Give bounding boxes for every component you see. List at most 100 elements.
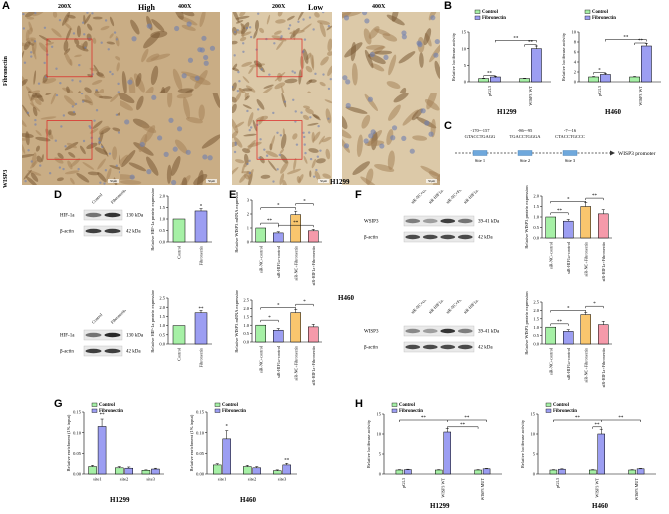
stained-fiber (308, 148, 319, 153)
y-tick-label: 1.0 (533, 325, 539, 330)
stained-fiber (356, 134, 363, 157)
stained-fiber (199, 12, 206, 28)
stained-fiber (27, 41, 35, 46)
nucleus (312, 175, 316, 178)
bar-2 (580, 314, 591, 345)
stained-fiber (266, 14, 271, 25)
legend-label: Fibronectin (553, 409, 577, 414)
bar-1 (273, 329, 284, 343)
sig-marker: * (303, 200, 306, 205)
chart-b-h1299: 0 5 10 15 Relative luciferase activity pGL3 WI… (451, 9, 551, 106)
blot-f-h460: siR-NC+controlsiR-HIF1a+controlsiR-NC+Fi… (364, 300, 500, 353)
y-tick-label: 0 (464, 80, 467, 85)
stained-fiber (297, 12, 306, 21)
y-tick-label: 2.0 (533, 308, 539, 313)
chart-e-h1299: 0 1 2 3 Relative WISP3 mRNA expression siR-NC… (234, 192, 322, 285)
sig-marker: * (598, 69, 601, 74)
stained-fiber (259, 27, 265, 34)
nucleus (168, 117, 174, 123)
nucleus (71, 79, 74, 82)
stained-fiber (305, 65, 313, 73)
bar-control-0 (88, 466, 97, 475)
site-sequence: TGACCTGGGA (510, 134, 542, 139)
band-label: HIF-1a (60, 214, 75, 219)
stained-fiber (196, 170, 204, 185)
stained-fiber (34, 98, 42, 105)
blot-strip (83, 225, 123, 237)
stained-fiber (312, 113, 320, 119)
y-tick-label: 1.0 (533, 215, 539, 220)
band-label: WSIP3 (364, 220, 379, 225)
nucleus (308, 16, 312, 19)
legend-label: Control (553, 403, 570, 408)
bar-3 (598, 213, 609, 239)
nucleus (234, 141, 237, 145)
stained-fiber (22, 50, 25, 61)
stained-fiber (150, 65, 159, 85)
nucleus (201, 35, 207, 41)
blot-band (440, 328, 456, 334)
nucleus (257, 108, 260, 111)
stained-fiber (387, 150, 395, 170)
scale-bar-label: 50μm (428, 179, 436, 183)
stained-fiber (282, 179, 288, 185)
bar-control-0 (213, 464, 222, 475)
y-tick-label: 1.0 (243, 323, 249, 328)
nucleus (98, 141, 101, 144)
blot-band (457, 328, 473, 334)
nucleus (199, 47, 205, 53)
y-tick-label: 0.0 (243, 340, 249, 345)
nucleus (79, 80, 82, 83)
zoom-box (256, 38, 303, 78)
stained-fiber (87, 23, 93, 31)
bar-fibronectin-0 (600, 74, 611, 83)
stained-fiber (52, 12, 58, 18)
stained-fiber (374, 50, 393, 55)
scale-bar-bg (108, 179, 119, 183)
stained-fiber (289, 29, 305, 35)
y-tick-label: 1.5 (159, 205, 165, 210)
nucleus (248, 159, 251, 163)
stained-fiber (368, 26, 380, 39)
sig-marker: ** (199, 307, 205, 312)
blot-band (422, 344, 438, 350)
sig-marker: * (277, 204, 280, 209)
x-tick-label: WISP3 MUT (634, 478, 639, 500)
stained-fiber (286, 15, 295, 21)
stained-fiber (64, 170, 80, 175)
nucleus (327, 87, 331, 91)
nucleus (292, 98, 295, 101)
stained-fiber (91, 79, 103, 85)
stained-fiber (45, 42, 55, 46)
stained-fiber (234, 93, 242, 103)
nucleus (209, 45, 216, 51)
x-tick-label: WISP3 MUT (480, 478, 485, 500)
stained-fiber (22, 117, 27, 127)
stained-fiber (259, 156, 265, 164)
bar-2 (290, 312, 301, 343)
legend-swatch (214, 408, 221, 413)
x-tick-label: siR-NC+Fibronectin (293, 345, 298, 380)
y-tick-label: 2 (247, 212, 249, 217)
x-tick-label: siR-NC+control (258, 345, 263, 373)
scale-bar-bg (318, 179, 329, 183)
nucleus (364, 18, 370, 24)
x-tick-label: Control (177, 347, 182, 361)
y-axis-label: Relative luciferase activity (366, 419, 371, 468)
stained-fiber (25, 12, 36, 18)
nucleus (117, 82, 120, 86)
nucleus (367, 96, 373, 102)
row-label-wisp3: WISP3 (3, 169, 9, 188)
nucleus (181, 73, 187, 79)
stained-fiber (241, 61, 253, 67)
stained-fiber (276, 40, 284, 50)
stained-fiber (30, 159, 39, 169)
stained-fiber (305, 108, 314, 115)
nucleus (245, 26, 249, 30)
nucleus (104, 169, 108, 172)
bar-control-0 (588, 76, 599, 83)
nucleus (309, 157, 313, 161)
nucleus (37, 82, 41, 85)
